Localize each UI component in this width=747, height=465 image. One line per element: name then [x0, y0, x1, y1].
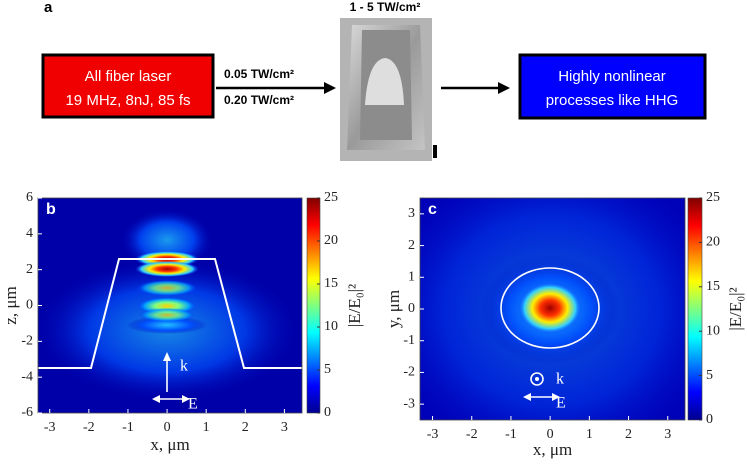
y-tick-label: -4	[21, 369, 33, 384]
colorbar-tick-label: 10	[324, 319, 338, 334]
sem-image	[340, 18, 437, 161]
colorbar-tick-label: 5	[706, 368, 713, 383]
colorbar	[306, 197, 321, 414]
annotation: k	[180, 358, 188, 375]
image-label: 1 - 5 TW/cm²	[350, 0, 421, 14]
field-map	[420, 198, 685, 420]
panel-label: b	[46, 201, 56, 218]
y-tick-label: 2	[408, 238, 415, 253]
colorbar-tick-label: 5	[324, 362, 331, 377]
y-tick-label: 3	[408, 206, 415, 221]
colorbar-tick-label: 10	[706, 323, 720, 338]
x-tick-label: -3	[44, 420, 56, 435]
y-axis-label: y, μm	[384, 290, 403, 328]
source-box	[41, 53, 215, 119]
vector-arrows	[523, 372, 560, 401]
y-tick-label: 1	[408, 270, 415, 285]
colorbar	[687, 197, 703, 421]
x-tick-label: 0	[547, 427, 554, 442]
y-tick-label: -2	[403, 365, 415, 380]
colorbar-tick-label: 20	[324, 233, 338, 248]
field-map	[38, 198, 302, 413]
y-tick-label: -3	[403, 396, 415, 411]
box-text: 19 MHz, 8nJ, 85 fs	[65, 92, 190, 109]
x-tick-label: -1	[122, 420, 134, 435]
y-tick-label: -6	[21, 405, 33, 420]
x-tick-label: -1	[505, 427, 517, 442]
x-axis-label: x, μm	[533, 440, 572, 459]
box-text: All fiber laser	[85, 68, 172, 85]
x-tick-label: 3	[281, 420, 288, 435]
y-tick-label: 2	[26, 262, 33, 277]
annotation: k	[556, 371, 564, 388]
colorbar-tick-label: 20	[706, 235, 720, 250]
colorbar-label: |E/E₀|²	[726, 287, 745, 330]
colorbar-tick-label: 25	[706, 190, 720, 205]
annotation: E	[188, 396, 198, 413]
x-tick-label: 1	[203, 420, 210, 435]
colorbar-tick-label: 15	[706, 279, 720, 294]
y-tick-label: -1	[403, 333, 415, 348]
y-tick-label: -2	[21, 334, 33, 349]
panel-label: c	[428, 201, 437, 218]
colorbar-label: |E/E₀|²	[345, 284, 364, 327]
arrow-head	[324, 82, 336, 94]
x-axis-label: x, μm	[150, 435, 189, 454]
x-tick-label: 1	[586, 427, 593, 442]
colorbar-tick-label: 0	[706, 412, 713, 427]
vector-arrows	[152, 352, 190, 403]
x-tick-label: -2	[83, 420, 95, 435]
colorbar-tick-label: 15	[324, 276, 338, 291]
y-tick-label: 0	[408, 301, 415, 316]
y-axis-label: z, μm	[1, 286, 20, 324]
colorbar-tick-label: 0	[324, 405, 331, 420]
box-text: Highly nonlinear	[558, 68, 666, 85]
y-tick-label: 6	[26, 190, 33, 205]
arrow-label: 0.05 TW/cm²	[224, 67, 294, 81]
x-tick-label: -3	[427, 427, 439, 442]
x-tick-label: -2	[466, 427, 478, 442]
target-box	[518, 53, 707, 120]
annotation: E	[556, 395, 566, 412]
y-tick-label: 0	[26, 298, 33, 313]
box-text: processes like HHG	[546, 92, 679, 109]
colorbar-tick-label: 25	[324, 190, 338, 205]
x-tick-label: 3	[664, 427, 671, 442]
arrow-head	[498, 82, 510, 94]
arrow-label: 0.20 TW/cm²	[224, 93, 294, 107]
panel-label: a	[44, 0, 53, 16]
x-tick-label: 0	[164, 420, 171, 435]
y-tick-label: 4	[26, 226, 33, 241]
x-tick-label: 2	[625, 427, 632, 442]
x-tick-label: 2	[242, 420, 249, 435]
